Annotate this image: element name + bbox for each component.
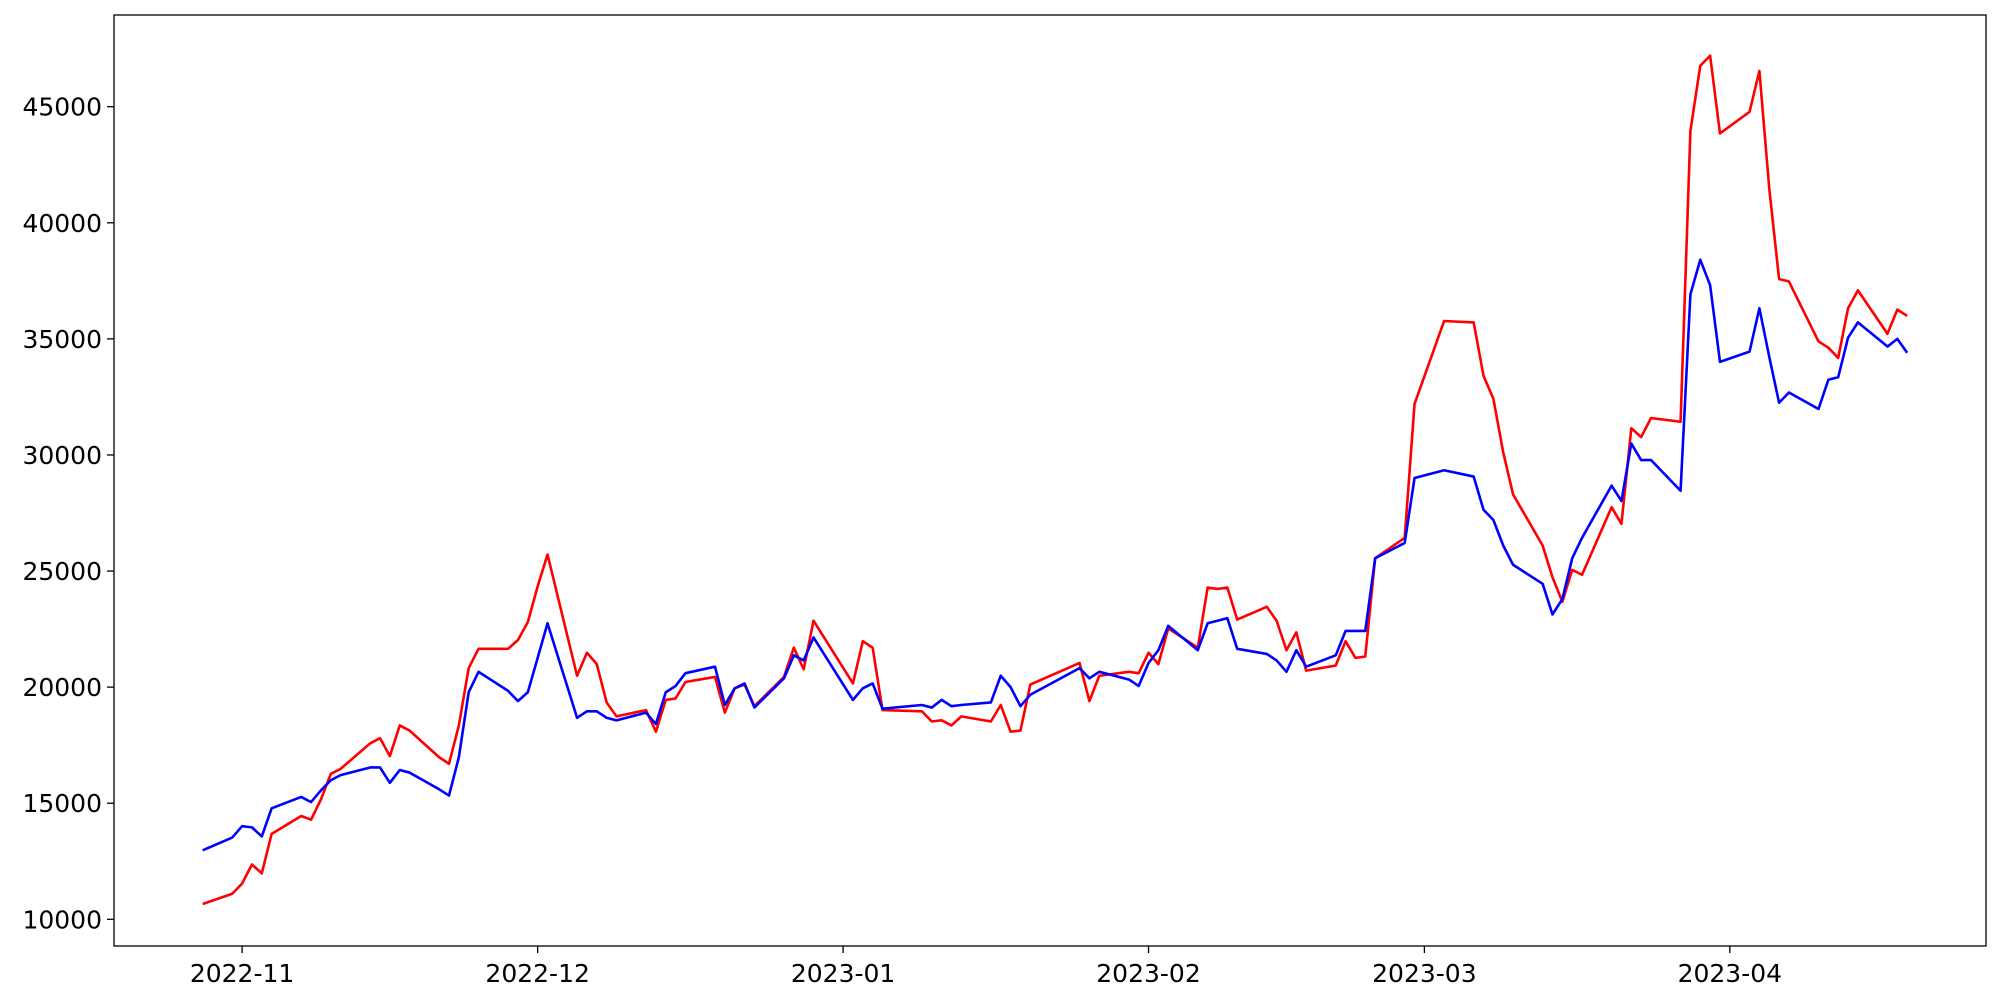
y-tick-label: 45000 — [22, 93, 102, 122]
x-tick-label: 2022-12 — [485, 959, 589, 988]
y-tick-label: 25000 — [22, 557, 102, 586]
y-tick-label: 30000 — [22, 441, 102, 470]
y-tick-label: 10000 — [22, 905, 102, 934]
plot-frame — [113, 14, 1987, 947]
x-tick-label: 2023-03 — [1372, 959, 1476, 988]
y-tick-label: 40000 — [22, 209, 102, 238]
x-tick-label: 2022-11 — [190, 959, 294, 988]
plot-marks — [202, 54, 1909, 906]
x-tick-label: 2023-02 — [1096, 959, 1200, 988]
y-tick-label: 15000 — [22, 789, 102, 818]
line-series — [202, 258, 1909, 852]
y-tick-label: 20000 — [22, 673, 102, 702]
y-tick-label: 35000 — [22, 325, 102, 354]
x-tick-label: 2023-01 — [791, 959, 895, 988]
x-tick-label: 2023-04 — [1678, 959, 1782, 988]
line-series — [202, 54, 1908, 906]
